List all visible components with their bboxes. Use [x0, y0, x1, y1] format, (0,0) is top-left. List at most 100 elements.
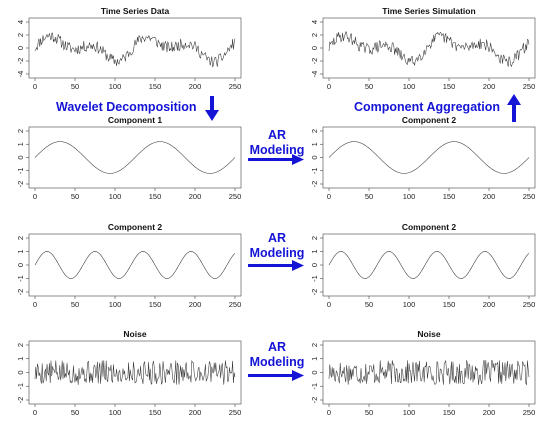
y-tick-label: 2: [16, 129, 25, 133]
x-tick-label: 50: [365, 82, 373, 91]
y-tick-label: 2: [16, 33, 25, 37]
x-tick-label: 50: [71, 408, 79, 417]
y-tick-label: -2: [16, 289, 25, 296]
ar-arrow-icon-row2: [248, 260, 304, 271]
y-tick-label: 0: [310, 155, 319, 159]
y-tick-label: -2: [16, 397, 25, 404]
x-tick-label: 150: [443, 408, 456, 417]
y-tick-label: 0: [310, 370, 319, 374]
panel-n_left: Noise 0 50 100 150 200 250 -2 -1 0 1 2: [16, 329, 242, 417]
decomposition-arrow-icon: [205, 96, 219, 121]
ar-arrow-icon-row1: [248, 154, 304, 165]
aggregation-label: Component Aggregation: [354, 100, 500, 114]
x-tick-label: 100: [403, 300, 416, 309]
y-tick-label: 2: [16, 343, 25, 347]
y-tick-label: 0: [16, 155, 25, 159]
panel-title: Component 2: [402, 222, 457, 232]
series-line: [328, 359, 530, 386]
panel-title: Noise: [417, 329, 440, 339]
ar-label-line1-row1: AR: [268, 128, 286, 142]
x-tick-label: 150: [149, 408, 162, 417]
y-tick-label: -2: [16, 58, 25, 65]
ar-label-line2-row1: Modeling: [250, 143, 305, 157]
x-tick-label: 150: [443, 82, 456, 91]
y-tick-label: -2: [310, 181, 319, 188]
x-tick-label: 100: [403, 408, 416, 417]
y-tick-label: 2: [310, 343, 319, 347]
y-tick-label: -1: [16, 167, 25, 174]
y-tick-label: 1: [310, 249, 319, 253]
ar-label-line1-row3: AR: [268, 340, 286, 354]
x-tick-label: 0: [33, 82, 37, 91]
x-tick-label: 0: [327, 192, 331, 201]
series-line: [34, 32, 236, 68]
series-line: [34, 141, 236, 174]
plot-frame: [322, 17, 536, 79]
panel-c2_right: Component 2 0 50 100 150 200 250 -2 -1 0 1 2: [310, 222, 536, 309]
x-tick-label: 200: [189, 408, 202, 417]
x-tick-label: 50: [71, 192, 79, 201]
series-line: [34, 360, 236, 385]
x-tick-label: 100: [109, 192, 122, 201]
y-tick-label: -4: [310, 71, 319, 78]
y-tick-label: 1: [16, 357, 25, 361]
y-tick-label: -1: [310, 383, 319, 390]
panel-title: Component 2: [402, 115, 457, 125]
aggregation-arrow-icon: [507, 94, 521, 122]
annotation-layer: Wavelet Decomposition Component Aggregat…: [56, 94, 521, 381]
panel-c1_left: Component 1 0 50 100 150 200 250 -2 -1 0 1 2: [16, 115, 242, 201]
x-tick-label: 50: [365, 192, 373, 201]
panel-n_right: Noise 0 50 100 150 200 250 -2 -1 0 1 2: [310, 329, 536, 417]
x-tick-label: 50: [365, 408, 373, 417]
y-tick-label: -1: [310, 275, 319, 282]
x-tick-label: 250: [229, 192, 242, 201]
x-tick-label: 250: [229, 82, 242, 91]
series-line: [34, 251, 236, 279]
x-tick-label: 0: [33, 192, 37, 201]
plot-frame: [322, 233, 536, 297]
y-tick-label: -1: [16, 275, 25, 282]
panel-sim: Time Series Simulation 0 50 100 150 200 250 -4 -…: [310, 6, 536, 91]
x-tick-label: 0: [33, 408, 37, 417]
x-tick-label: 200: [483, 408, 496, 417]
x-tick-label: 250: [229, 300, 242, 309]
x-tick-label: 200: [189, 192, 202, 201]
panel-title: Time Series Simulation: [382, 6, 475, 16]
ar-label-line2-row3: Modeling: [250, 355, 305, 369]
series-line: [328, 31, 530, 68]
y-tick-label: -2: [16, 181, 25, 188]
y-tick-label: -1: [16, 383, 25, 390]
y-tick-label: 2: [310, 236, 319, 240]
x-tick-label: 0: [327, 408, 331, 417]
series-line: [328, 251, 530, 279]
x-tick-label: 50: [365, 300, 373, 309]
y-tick-label: 0: [310, 263, 319, 267]
x-tick-label: 150: [443, 300, 456, 309]
y-tick-label: 0: [16, 263, 25, 267]
x-tick-label: 200: [189, 82, 202, 91]
ar-label-line1-row2: AR: [268, 231, 286, 245]
x-tick-label: 250: [523, 408, 536, 417]
ar-label-line2-row2: Modeling: [250, 246, 305, 260]
y-tick-label: 1: [16, 142, 25, 146]
x-tick-label: 200: [483, 192, 496, 201]
panel-title: Time Series Data: [101, 6, 170, 16]
x-tick-label: 50: [71, 300, 79, 309]
x-tick-label: 250: [229, 408, 242, 417]
y-tick-label: 2: [310, 129, 319, 133]
panel-title: Component 2: [108, 222, 163, 232]
x-tick-label: 50: [71, 82, 79, 91]
x-tick-label: 100: [403, 192, 416, 201]
panel-c2_left: Component 2 0 50 100 150 200 250 -2 -1 0 1 2: [16, 222, 242, 309]
y-tick-label: 4: [16, 20, 25, 24]
y-tick-label: 1: [310, 357, 319, 361]
y-tick-label: 4: [310, 20, 319, 24]
x-tick-label: 150: [149, 300, 162, 309]
y-tick-label: -1: [310, 167, 319, 174]
decomposition-label: Wavelet Decomposition: [56, 100, 197, 114]
x-tick-label: 100: [109, 408, 122, 417]
y-tick-label: 0: [16, 370, 25, 374]
x-tick-label: 250: [523, 82, 536, 91]
x-tick-label: 150: [149, 192, 162, 201]
